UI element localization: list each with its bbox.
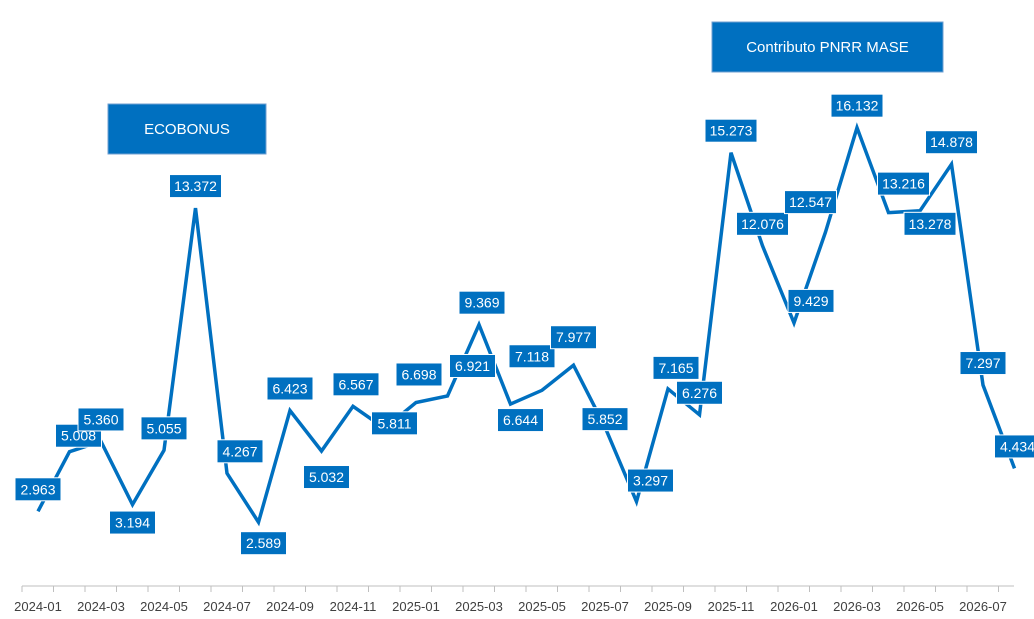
data-label: 3.297 xyxy=(633,473,668,489)
x-tick-label: 2024-03 xyxy=(77,599,125,614)
data-label-box xyxy=(959,351,1007,376)
data-label: 12.547 xyxy=(789,194,832,210)
data-label-box xyxy=(508,344,556,369)
data-label: 16.132 xyxy=(836,98,879,114)
data-label: 7.297 xyxy=(965,355,1000,371)
x-tick-label: 2025-11 xyxy=(708,599,755,614)
data-label: 2.589 xyxy=(246,535,281,551)
annotation-label: ECOBONUS xyxy=(144,121,230,138)
data-label-box xyxy=(266,376,314,401)
x-tick-label: 2024-07 xyxy=(203,599,251,614)
data-label: 6.276 xyxy=(682,385,717,401)
data-label: 3.194 xyxy=(115,515,150,531)
data-label: 6.644 xyxy=(503,412,538,428)
x-tick-label: 2024-11 xyxy=(330,599,377,614)
data-label-box xyxy=(332,372,380,397)
data-label-box xyxy=(736,211,789,236)
annotation-label: Contributo PNRR MASE xyxy=(746,39,909,56)
data-label-box xyxy=(676,380,723,405)
x-tick-label: 2024-05 xyxy=(140,599,188,614)
data-label: 9.429 xyxy=(793,293,828,309)
x-tick-label: 2025-05 xyxy=(518,599,566,614)
data-label: 15.273 xyxy=(710,123,753,139)
x-tick-label: 2026-07 xyxy=(959,599,1007,614)
data-label: 6.567 xyxy=(338,376,373,392)
annotation-box xyxy=(711,21,944,73)
annotation-box xyxy=(107,103,267,155)
data-label-box xyxy=(925,130,978,155)
data-label: 5.360 xyxy=(83,411,118,427)
x-tick-label: 2024-01 xyxy=(14,599,62,614)
data-label-box xyxy=(109,510,156,535)
data-label-box xyxy=(14,477,62,502)
data-label-box xyxy=(550,325,597,350)
data-label: 7.118 xyxy=(515,348,549,364)
data-label: 7.977 xyxy=(556,329,591,345)
data-label-box xyxy=(787,288,835,313)
x-tick-label: 2025-03 xyxy=(455,599,503,614)
series-line xyxy=(36,122,1017,527)
data-label: 2.963 xyxy=(20,481,55,497)
data-label-box xyxy=(169,174,222,199)
data-label-box xyxy=(704,118,758,143)
data-label-box xyxy=(240,531,287,556)
data-label-box xyxy=(371,411,418,436)
data-label: 7.165 xyxy=(658,360,693,376)
data-label-box xyxy=(395,362,443,387)
data-label: 4.267 xyxy=(222,443,257,459)
data-label: 6.921 xyxy=(455,358,490,374)
x-tick-label: 2024-09 xyxy=(266,599,314,614)
data-label: 6.698 xyxy=(401,366,436,382)
data-label-box xyxy=(77,407,125,432)
data-label-box xyxy=(216,439,264,464)
data-label: 5.008 xyxy=(61,428,96,444)
data-label-box xyxy=(497,408,544,433)
data-label: 14.878 xyxy=(930,134,973,150)
data-label-box xyxy=(830,93,884,118)
data-label-box xyxy=(303,465,350,490)
data-label-box xyxy=(581,407,629,432)
data-label: 5.811 xyxy=(378,415,412,431)
data-label: 13.216 xyxy=(882,176,925,192)
x-tick-label: 2026-05 xyxy=(896,599,944,614)
x-tick-label: 2025-07 xyxy=(581,599,629,614)
data-label: 6.423 xyxy=(272,380,307,396)
x-tick-label: 2026-03 xyxy=(833,599,881,614)
x-tick-label: 2025-09 xyxy=(644,599,692,614)
data-label: 12.076 xyxy=(741,216,784,232)
data-label: 9.369 xyxy=(464,295,499,311)
data-label-box xyxy=(140,416,188,441)
data-label-box xyxy=(784,190,837,215)
data-label-box xyxy=(449,353,496,378)
data-label: 5.032 xyxy=(309,469,344,485)
data-label: 5.055 xyxy=(146,420,181,436)
x-tick-label: 2026-01 xyxy=(770,599,818,614)
data-label-box xyxy=(627,468,674,493)
data-label-box xyxy=(652,355,700,380)
data-label: 4.434 xyxy=(1000,438,1034,454)
data-label-box xyxy=(994,434,1034,459)
data-label-box xyxy=(877,171,930,196)
data-label: 13.278 xyxy=(909,216,952,232)
data-label: 5.852 xyxy=(587,411,622,427)
x-tick-label: 2025-01 xyxy=(392,599,440,614)
data-label-box xyxy=(458,290,506,315)
data-label: 13.372 xyxy=(174,178,217,194)
data-label-box xyxy=(903,211,957,236)
